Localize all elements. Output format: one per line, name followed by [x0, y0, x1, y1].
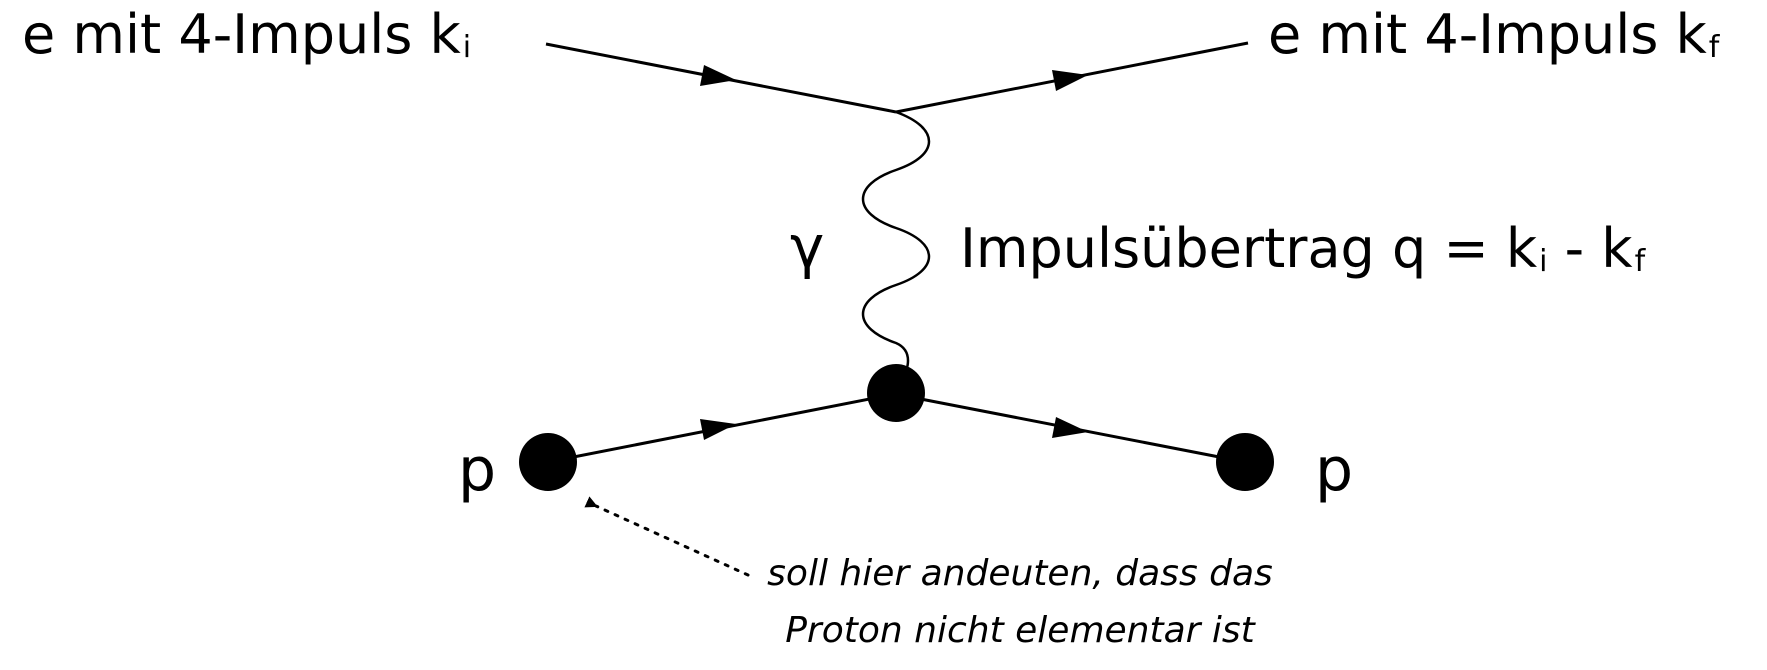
- photon-label: γ: [790, 213, 825, 281]
- electron-in-subscript: i: [462, 29, 472, 65]
- annotation-line-2: Proton nicht elementar ist: [785, 610, 1255, 651]
- electron-out-text: e mit 4-Impuls k: [1268, 3, 1707, 66]
- transfer-mid: - k: [1547, 217, 1633, 280]
- electron-out-label: e mit 4-Impuls kf: [1268, 8, 1719, 63]
- proton-in-arrow: [700, 419, 736, 440]
- proton-out-label: p: [1315, 435, 1354, 505]
- electron-out-subscript: f: [1708, 29, 1720, 65]
- electron-in-label: e mit 4-Impuls ki: [22, 8, 471, 63]
- annotation-line-1: soll hier andeuten, dass das: [767, 553, 1273, 594]
- vertex-blob: [867, 364, 925, 422]
- transfer-prefix: Impulsübertrag q = k: [960, 217, 1538, 280]
- proton-out-arrow: [1052, 417, 1088, 438]
- electron-out-arrow: [1052, 70, 1088, 91]
- electron-in-text: e mit 4-Impuls k: [22, 3, 461, 66]
- proton-in-blob: [519, 433, 577, 491]
- photon-line: [862, 110, 930, 389]
- transfer-subscript-i: i: [1539, 243, 1548, 279]
- electron-in-arrow: [700, 65, 736, 86]
- proton-in-label: p: [458, 435, 497, 505]
- proton-out-blob: [1216, 433, 1274, 491]
- transfer-subscript-f: f: [1634, 243, 1646, 279]
- momentum-transfer-label: Impulsübertrag q = ki - kf: [960, 222, 1645, 277]
